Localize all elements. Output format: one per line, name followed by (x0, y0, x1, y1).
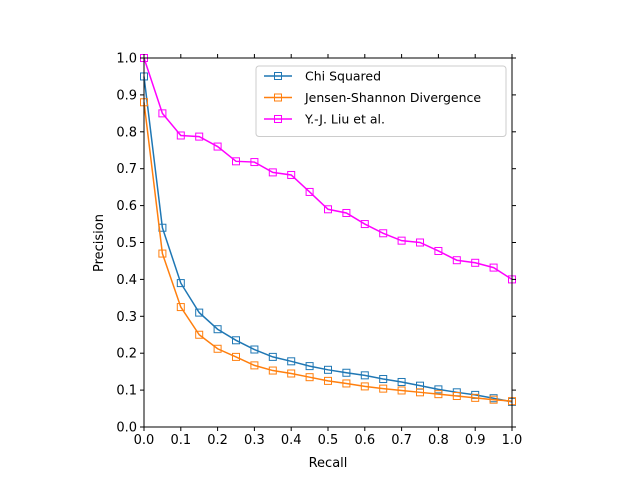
data-point-marker (213, 344, 222, 353)
data-point-marker (250, 361, 259, 370)
legend: Chi Squared Jensen-Shannon Divergence Y.-J… (255, 65, 507, 137)
data-point-marker (195, 308, 204, 317)
x-axis-label: Recall (309, 456, 348, 471)
legend-item: Jensen-Shannon Divergence (264, 90, 481, 105)
data-point-marker (397, 236, 406, 245)
data-point-marker (360, 220, 369, 229)
legend-label: Jensen-Shannon Divergence (304, 90, 481, 105)
ticks-layer: 0.0 0.1 0.2 0.3 0.4 0.5 0.6 0.7 0.8 0.9 1.0 0.0 0.1 0… (116, 52, 522, 449)
x-tick-label: 0.1 (170, 433, 191, 448)
data-point-marker (268, 168, 277, 177)
data-point-marker (434, 246, 443, 255)
legend-box (255, 65, 507, 137)
series-line (143, 102, 513, 402)
data-point-marker (305, 373, 314, 382)
y-tick-label: 0.2 (116, 347, 137, 362)
series-jensen-shannon-divergence (140, 98, 516, 406)
data-point-marker (324, 365, 332, 374)
series-line (143, 57, 513, 281)
data-point-marker (176, 279, 185, 288)
x-tick-label: 0.8 (428, 433, 449, 448)
data-point-marker (360, 382, 369, 391)
data-point-marker (268, 366, 277, 375)
data-point-marker (324, 205, 332, 214)
data-point-marker (489, 263, 498, 272)
x-tick-label: 0.0 (134, 433, 155, 448)
data-point-marker (416, 238, 424, 247)
data-point-marker (305, 187, 314, 196)
series-layer (140, 54, 516, 406)
y-tick-label: 1.0 (116, 52, 137, 67)
x-tick-label: 0.4 (281, 433, 302, 448)
x-tick-label: 0.3 (244, 433, 265, 448)
data-point-marker (213, 142, 222, 151)
legend-item: Y.-J. Liu et al. (264, 112, 385, 127)
data-point-marker (471, 393, 480, 402)
data-point-marker (416, 388, 424, 397)
data-point-marker (379, 229, 388, 238)
data-point-marker (250, 158, 259, 167)
x-tick-label: 0.5 (318, 433, 339, 448)
data-point-marker (213, 325, 222, 334)
y-tick-label: 0.7 (116, 162, 137, 177)
y-tick-label: 0.4 (116, 273, 137, 288)
data-point-marker (452, 392, 461, 401)
data-point-marker (287, 357, 296, 366)
x-tick-label: 0.9 (465, 433, 486, 448)
x-tick-label: 1.0 (502, 433, 523, 448)
data-point-marker (379, 375, 388, 384)
data-point-marker (305, 362, 314, 371)
y-tick-label: 0.9 (116, 88, 137, 103)
data-point-marker (471, 258, 480, 267)
data-point-marker (342, 368, 351, 377)
data-point-marker (379, 384, 388, 393)
data-point-marker (250, 345, 259, 354)
x-tick-label: 0.7 (391, 433, 412, 448)
data-point-marker (324, 376, 332, 385)
legend-marker (274, 115, 282, 123)
plot-frame (143, 57, 513, 428)
series-y-j-liu-et-al (140, 54, 516, 284)
legend-label: Y.-J. Liu et al. (304, 112, 385, 127)
y-tick-label: 0.8 (116, 125, 137, 140)
x-tick-label: 0.6 (354, 433, 375, 448)
legend-marker (274, 72, 282, 80)
y-tick-label: 0.3 (116, 310, 137, 325)
data-point-marker (397, 377, 406, 386)
data-point-marker (176, 131, 185, 140)
data-point-marker (268, 352, 277, 361)
y-tick-label: 0.1 (116, 384, 137, 399)
x-tick-label: 0.2 (207, 433, 228, 448)
legend-label: Chi Squared (305, 69, 381, 84)
data-point-marker (232, 157, 240, 166)
y-tick-label: 0.0 (116, 421, 137, 436)
data-point-marker (360, 371, 369, 380)
data-point-marker (158, 249, 167, 258)
series-line (143, 76, 513, 403)
data-point-marker (287, 369, 296, 378)
data-point-marker (195, 132, 204, 141)
data-point-marker (176, 303, 185, 312)
data-point-marker (232, 352, 240, 361)
data-point-marker (195, 330, 204, 339)
data-point-marker (434, 390, 443, 399)
data-point-marker (158, 109, 167, 118)
data-point-marker (287, 170, 296, 179)
y-axis-label: Precision (92, 214, 107, 272)
data-point-marker (397, 386, 406, 395)
y-tick-label: 0.5 (116, 236, 137, 251)
data-point-marker (342, 208, 351, 217)
y-tick-label: 0.6 (116, 199, 137, 214)
data-point-marker (452, 256, 461, 265)
legend-marker (274, 93, 282, 102)
data-point-marker (489, 395, 498, 404)
data-point-marker (232, 336, 240, 345)
data-point-marker (434, 385, 443, 394)
data-point-marker (342, 379, 351, 388)
legend-item: Chi Squared (264, 69, 381, 84)
